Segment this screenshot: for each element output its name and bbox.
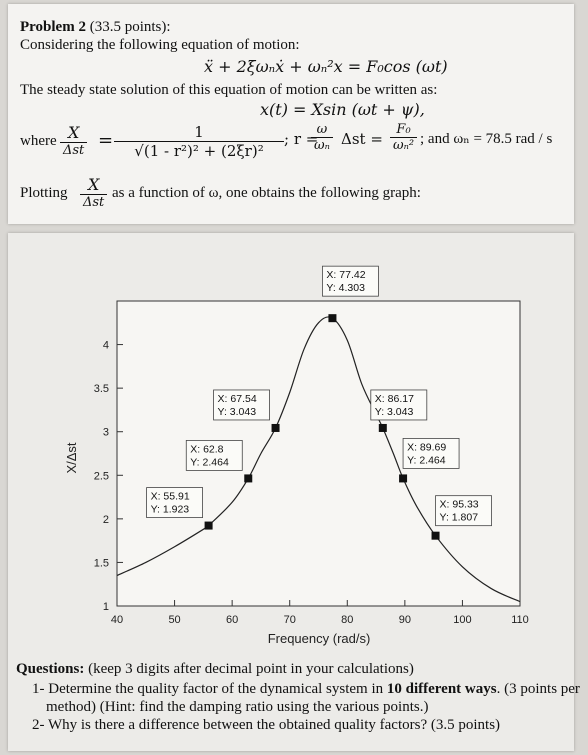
y-axis-label: X/Δst [64,442,79,473]
delta-st-label: Δst = [341,130,383,148]
datatip-x-label: X: 89.69 [407,441,446,453]
datatip-box [402,438,460,469]
r-fraction: ω ωₙ [311,122,333,153]
delta-denominator: ωₙ² [393,138,415,153]
x-tick-label: 90 [399,614,411,626]
steady-state-text: The steady state solution of this equati… [20,82,438,98]
r-numerator: ω [311,122,333,138]
datatip-marker [244,474,253,483]
x-axis-ticks: 40 50 60 70 80 90 100 110 [111,600,529,626]
datatip-y-label: Y: 1.923 [151,504,190,516]
delta-st-fraction: F₀ ωₙ² [390,122,418,153]
problem-points: (33.5 points): [89,19,171,35]
datatip-marker [204,521,213,530]
datatip-x-label: X: 62.8 [190,443,223,455]
x-tick-label: 80 [341,614,353,626]
problem-title: Problem 2 [20,19,86,35]
y-tick-label: 3 [103,427,109,439]
amplitude-ratio-fraction: X Δst [60,123,88,158]
datatip-x-label: X: 67.54 [218,393,257,405]
plotting-label: Plotting [20,185,68,201]
datatip-y-label: Y: 3.043 [218,406,257,418]
question-1-post: . (3 points per [496,681,580,697]
datatip-x-label: X: 95.33 [440,499,479,511]
fraction-one: 1 [114,123,284,142]
datatip-marker [328,314,337,323]
plotting-text: as a function of ω, one obtains the foll… [112,185,421,201]
datatip-x-label: X: 55.91 [151,491,190,503]
question-1-line2: method) (Hint: find the damping ratio us… [46,699,429,715]
plot-area [116,300,521,607]
x-tick-label: 60 [226,614,238,626]
equals-sign: = [98,130,114,151]
question-1-text: 1- Determine the quality factor of the d… [32,681,384,697]
x-tick-label: 100 [453,614,471,626]
x-tick-label: 40 [111,614,123,626]
datatip-box [435,495,492,527]
question-2: 2- Why is there a difference between the… [32,717,501,733]
datatip-marker [399,474,408,483]
datatip-y-label: Y: 4.303 [326,282,365,294]
frequency-response-chart: 1 1.5 2 2.5 3 3.5 4 40 50 60 70 80 90 100 110 X: 55.9… [64,265,529,646]
problem-statement-card: Problem 2 (33.5 points): Considering the… [8,4,574,224]
datatip-marker [378,423,387,432]
plotting-numerator: X [80,175,108,195]
y-axis-ticks: 1 1.5 2 2.5 3 3.5 4 [94,340,123,613]
wn-value: ; and ωₙ = 78.5 rad / s [420,131,553,147]
y-tick-label: 3.5 [94,383,109,395]
questions-heading-line: Questions: (keep 3 digits after decimal … [16,660,414,678]
problem-intro: Considering the following equation of mo… [20,37,300,53]
datatip-box [213,389,270,421]
ratio-numerator: X [60,123,88,143]
y-tick-label: 4 [103,340,109,352]
r-denominator: ωₙ [314,138,330,153]
datatip-y-label: Y: 2.464 [190,456,229,468]
x-tick-label: 110 [511,614,529,626]
y-tick-label: 2 [103,514,109,526]
datatip-box [146,487,203,518]
question-1: 1- Determine the quality factor of the d… [32,680,580,698]
datatip-box [185,440,243,471]
plotting-ratio-fraction: X Δst [80,175,108,210]
r-definition-label: ; r = [284,130,319,148]
datatip-box [370,389,428,421]
questions-note: (keep 3 digits after decimal point in yo… [88,661,414,677]
x-tick-label: 50 [168,614,180,626]
graph-card: 1 1.5 2 2.5 3 3.5 4 40 50 60 70 80 90 100 110 X: 55.9… [8,233,580,751]
where-label: where [20,133,57,149]
datatip-x-label: X: 86.17 [375,393,414,405]
ratio-denominator: Δst [63,143,85,158]
fraction-denominator: √(1 - r²)² + (2ξr)² [134,142,264,160]
datatip-y-label: Y: 1.807 [440,512,479,524]
problem-title-line: Problem 2 (33.5 points): [20,18,171,36]
datatip-y-label: Y: 2.464 [407,454,446,466]
y-tick-label: 1 [103,601,109,613]
datatip-marker [271,423,280,432]
datatip-x-label: X: 77.42 [326,269,365,281]
y-tick-label: 1.5 [94,557,109,569]
equation-of-motion: ẍ + 2ξωₙẋ + ωₙ²x = F₀cos (ωt) [204,57,448,76]
y-tick-label: 2.5 [94,470,109,482]
datatip-y-label: Y: 3.043 [375,406,414,418]
plotting-denominator: Δst [83,195,105,210]
datatip-box [322,265,379,297]
x-axis-label: Frequency (rad/s) [268,631,371,646]
magnification-fraction: 1 √(1 - r²)² + (2ξr)² [114,123,284,160]
question-1-bold: 10 different ways [386,681,497,697]
questions-heading: Questions: [16,661,85,677]
x-tick-label: 70 [284,614,296,626]
delta-numerator: F₀ [390,122,418,138]
datatip-marker [431,531,440,540]
steady-state-solution: x(t) = Xsin (ωt + ψ), [260,100,425,119]
